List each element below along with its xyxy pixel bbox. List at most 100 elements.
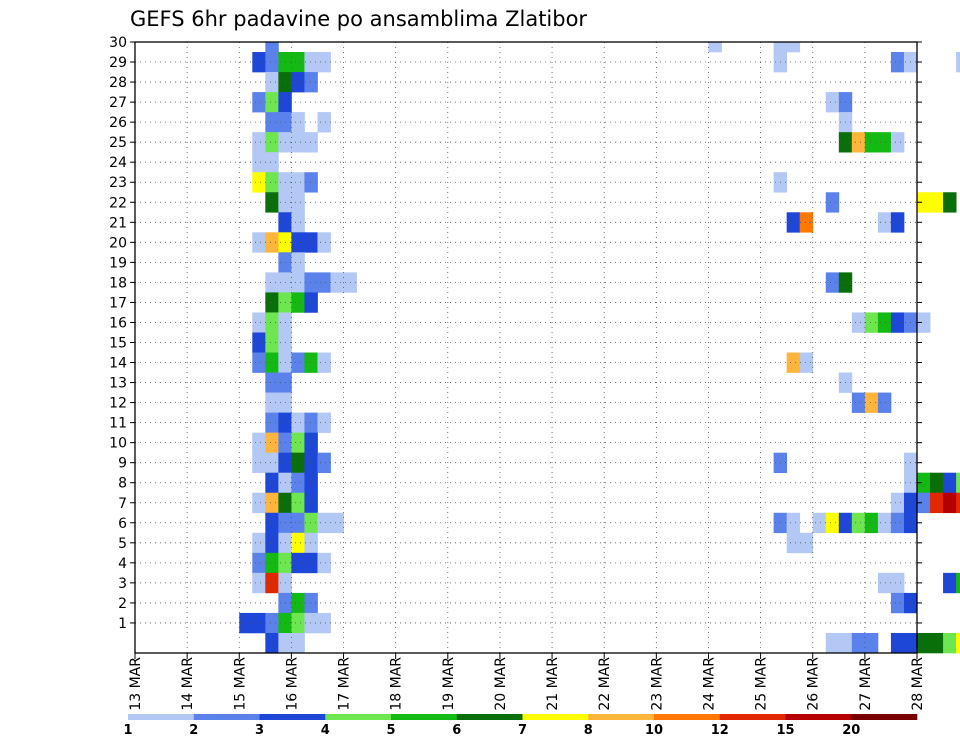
heatmap-cell: [291, 352, 305, 373]
heatmap-cell: [917, 632, 931, 654]
x-tick-label: 25 MAR: [754, 657, 770, 711]
heatmap-cell: [304, 512, 318, 534]
y-tick-label: 4: [118, 556, 127, 572]
heatmap-cell: [291, 232, 305, 253]
heatmap-cell: [252, 172, 266, 193]
y-tick-label: 24: [109, 155, 127, 171]
heatmap-cell: [265, 172, 279, 193]
x-tick-label: 22 MAR: [597, 657, 613, 711]
heatmap-cell: [252, 92, 266, 113]
heatmap-cell: [956, 632, 960, 654]
y-tick-label: 23: [109, 175, 127, 191]
y-tick-label: 5: [118, 536, 127, 552]
heatmap-cell: [317, 352, 331, 373]
heatmap-cell: [291, 452, 305, 473]
heatmap-cell: [890, 632, 905, 654]
dotted-grid: [135, 41, 917, 653]
heatmap-cell: [825, 632, 840, 654]
heatmap-cell: [278, 632, 292, 654]
heatmap-cell: [317, 552, 331, 574]
y-tick-label: 25: [109, 135, 127, 151]
heatmap-cell: [291, 192, 305, 213]
heatmap-cell: [708, 42, 722, 53]
heatmap-cell: [304, 292, 318, 313]
colorbar-label: 20: [842, 723, 860, 738]
heatmap-cell: [291, 552, 305, 574]
y-tick-label: 11: [109, 416, 127, 432]
heatmap-cell: [317, 112, 331, 133]
colorbar-swatch: [719, 714, 786, 720]
heatmap-cell: [304, 172, 318, 193]
heatmap-cell: [265, 152, 279, 173]
heatmap-cell: [943, 572, 957, 594]
x-tick-label: 24 MAR: [701, 657, 717, 711]
heatmap-cell: [930, 472, 944, 494]
heatmap-cell: [799, 532, 814, 554]
heatmap-cell: [890, 572, 905, 594]
heatmap-cells: [239, 42, 960, 654]
heatmap-cell: [252, 452, 266, 473]
heatmap-cell: [291, 52, 305, 73]
heatmap-cell: [265, 332, 279, 353]
y-tick-label: 22: [109, 195, 127, 211]
heatmap-cell: [265, 432, 279, 453]
heatmap-cell: [956, 572, 960, 594]
y-tick-label: 14: [109, 356, 127, 372]
heatmap-cell: [825, 92, 840, 113]
colorbar-label: 10: [645, 723, 663, 738]
heatmap-cell: [265, 632, 279, 654]
heatmap-cell: [773, 42, 788, 53]
colorbar-label: 5: [386, 723, 395, 738]
heatmap-cell: [317, 612, 331, 634]
heatmap-cell: [838, 632, 853, 654]
heatmap-cell: [890, 212, 905, 233]
x-tick-label: 15 MAR: [232, 657, 248, 711]
heatmap-cell: [304, 452, 318, 473]
heatmap-cell: [252, 152, 266, 173]
heatmap-cell: [864, 312, 879, 333]
heatmap-cell: [304, 352, 318, 373]
heatmap-cell: [265, 192, 279, 213]
heatmap-cell: [304, 552, 318, 574]
heatmap-cell: [265, 512, 279, 534]
heatmap-cell: [930, 492, 944, 514]
heatmap-cell: [930, 632, 944, 654]
heatmap-cell: [265, 352, 279, 373]
heatmap-cell: [786, 512, 801, 534]
x-tick-label: 17 MAR: [337, 657, 353, 711]
x-tick-label: 20 MAR: [493, 657, 509, 711]
heatmap-cell: [851, 132, 866, 153]
heatmap-cell: [291, 492, 305, 514]
colorbar-label: 2: [189, 723, 198, 738]
heatmap-cell: [252, 552, 266, 574]
heatmap-cell: [291, 112, 305, 133]
colorbar-label: 1: [123, 723, 132, 738]
heatmap-cell: [890, 312, 905, 333]
heatmap-cell: [265, 472, 279, 494]
heatmap-cell: [304, 492, 318, 514]
y-tick-label: 17: [109, 295, 127, 311]
heatmap-cell: [864, 632, 879, 654]
colorbar-label: 8: [584, 723, 593, 738]
colorbar-swatch: [193, 714, 260, 720]
heatmap-cell: [304, 612, 318, 634]
heatmap-cell: [851, 312, 866, 333]
heatmap-cell: [265, 292, 279, 313]
x-tick-label: 26 MAR: [806, 657, 822, 711]
y-tick-label: 13: [109, 376, 127, 392]
colorbar-label: 15: [776, 723, 794, 738]
heatmap-cell: [291, 432, 305, 453]
heatmap-cell: [304, 72, 318, 93]
y-tick-label: 18: [109, 275, 127, 291]
heatmap-cell: [291, 272, 305, 293]
heatmap-cell: [252, 312, 266, 333]
heatmap-cell: [265, 112, 279, 133]
heatmap-cell: [799, 352, 814, 373]
colorbar-label: 12: [711, 723, 729, 738]
y-tick-label: 12: [109, 396, 127, 412]
y-tick-label: 16: [109, 315, 127, 331]
heatmap-cell: [956, 52, 960, 73]
heatmap-cell: [825, 512, 840, 534]
heatmap-cell: [291, 252, 305, 273]
heatmap-cell: [943, 192, 957, 213]
